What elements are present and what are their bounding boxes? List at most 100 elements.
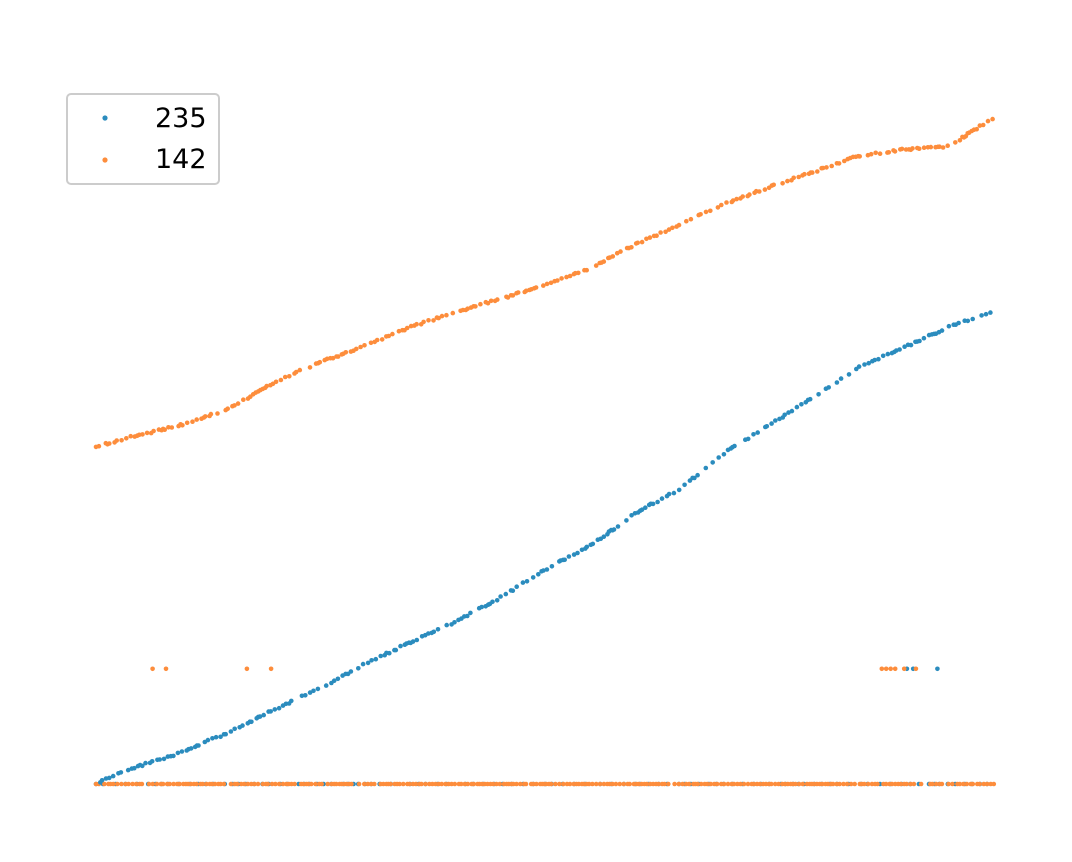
scatter-point-series-142: [567, 273, 573, 279]
scatter-point-series-235: [789, 408, 795, 414]
scatter-point-series-142: [601, 259, 607, 264]
scatter-point-series-142: [515, 290, 521, 295]
legend-marker-series-142: [102, 157, 108, 163]
scatter-point-series-235: [196, 743, 201, 748]
scatter-point-series-142: [365, 781, 371, 787]
scatter-point-series-235: [549, 564, 555, 569]
scatter-point-series-142: [452, 781, 458, 787]
scatter-point-series-235: [834, 380, 840, 385]
scatter-point-series-235: [939, 328, 945, 333]
scatter-point-series-235: [360, 661, 366, 667]
scatter-point-series-142: [950, 781, 955, 787]
scatter-point-series-142: [747, 192, 752, 197]
scatter-point-series-235: [289, 698, 294, 704]
scatter-point-series-142: [613, 781, 619, 787]
scatter-point-series-235: [373, 656, 379, 662]
scatter-point-series-235: [228, 729, 234, 734]
scatter-point-series-142: [593, 781, 599, 787]
scatter-point-series-142: [150, 781, 156, 787]
scatter-point-series-235: [773, 418, 778, 423]
scatter-point-series-235: [410, 639, 416, 644]
scatter-point-series-142: [287, 374, 292, 379]
scatter-point-series-142: [990, 116, 995, 122]
scatter-point-series-142: [953, 140, 958, 145]
scatter-point-series-142: [586, 781, 592, 787]
scatter-point-series-142: [916, 146, 922, 151]
scatter-point-series-142: [769, 781, 774, 787]
scatter-point-series-142: [119, 781, 124, 787]
scatter-point-series-142: [497, 781, 503, 787]
scatter-point-series-142: [232, 403, 237, 408]
scatter-point-series-142: [444, 312, 449, 318]
scatter-point-series-235: [885, 351, 891, 357]
scatter-point-series-142: [656, 781, 661, 787]
scatter-point-series-142: [414, 321, 419, 327]
scatter-point-series-142: [848, 781, 854, 787]
scatter-point-series-142: [957, 138, 963, 143]
scatter-point-series-142: [426, 318, 431, 323]
scatter-point-series-235: [946, 323, 952, 329]
scatter-point-series-142: [494, 781, 499, 787]
scatter-point-series-142: [910, 146, 915, 151]
scatter-point-series-142: [221, 781, 227, 787]
scatter-point-series-235: [655, 499, 660, 505]
scatter-point-series-235: [921, 335, 927, 341]
scatter-point-series-142: [802, 171, 807, 177]
scatter-point-series-142: [386, 333, 392, 339]
scatter-point-series-142: [358, 344, 363, 350]
scatter-point-series-235: [983, 311, 989, 317]
scatter-point-series-142: [981, 781, 987, 787]
scatter-point-series-142: [194, 417, 199, 422]
scatter-point-series-235: [769, 421, 774, 426]
scatter-point-series-142: [413, 781, 419, 787]
scatter-point-series-235: [856, 364, 862, 369]
scatter-point-series-142: [738, 781, 743, 787]
scatter-point-series-235: [908, 342, 914, 348]
scatter-point-series-142: [124, 436, 129, 441]
scatter-point-series-142: [154, 781, 160, 787]
scatter-point-series-142: [877, 151, 883, 156]
scatter-point-series-235: [311, 688, 316, 694]
scatter-point-series-142: [930, 781, 935, 787]
scatter-point-series-142: [601, 781, 607, 787]
scatter-point-series-142: [330, 355, 336, 361]
scatter-point-series-235: [695, 472, 700, 478]
scatter-point-series-142: [436, 315, 441, 321]
scatter-point-series-235: [140, 763, 145, 769]
scatter-point-series-235: [676, 487, 682, 493]
scatter-point-series-142: [379, 337, 385, 342]
scatter-point-series-235: [601, 534, 607, 539]
scatter-point-series-142: [421, 319, 426, 325]
scatter-point-series-235: [979, 313, 984, 318]
scatter-point-series-142: [590, 781, 595, 787]
scatter-point-series-142: [908, 781, 913, 787]
scatter-point-series-142: [780, 181, 785, 186]
scatter-point-series-142: [335, 354, 341, 359]
scatter-point-series-235: [303, 693, 308, 698]
scatter-point-series-235: [348, 669, 354, 674]
scatter-point-series-142: [485, 300, 491, 306]
scatter-point-series-142: [741, 781, 747, 787]
scatter-point-series-142: [644, 236, 649, 242]
scatter-point-series-142: [627, 781, 632, 787]
scatter-point-series-142: [505, 295, 511, 300]
scatter-point-series-142: [396, 328, 402, 334]
scatter-point-series-235: [365, 660, 371, 666]
scatter-point-series-142: [293, 369, 299, 375]
scatter-point-series-142: [167, 781, 172, 787]
scatter-point-series-142: [708, 208, 713, 214]
scatter-point-series-142: [171, 781, 176, 787]
scatter-point-series-142: [837, 781, 842, 787]
scatter-point-series-142: [898, 781, 904, 787]
scatter-point-series-235: [213, 734, 219, 740]
scatter-point-series-142: [985, 118, 991, 124]
scatter-point-series-142: [647, 235, 653, 240]
scatter-point-series-142: [119, 438, 124, 443]
scatter-point-series-142: [740, 194, 745, 199]
scatter-point-series-142: [514, 781, 519, 787]
scatter-point-series-142: [793, 781, 798, 787]
scatter-point-series-142: [666, 227, 672, 232]
scatter-point-series-142: [815, 169, 820, 174]
scatter-point-series-235: [629, 513, 634, 518]
scatter-point-series-235: [356, 666, 361, 671]
